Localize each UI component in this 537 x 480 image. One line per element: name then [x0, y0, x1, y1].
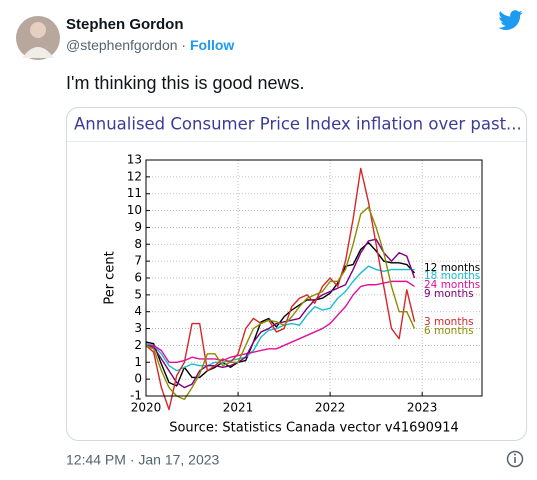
legend-label: 3 months [424, 316, 474, 328]
legend-label: 24 months [424, 279, 480, 291]
source-caption: Source: Statistics Canada vector v416909… [169, 421, 459, 436]
separator: · [181, 37, 186, 53]
y-tick-label: 5 [134, 287, 142, 301]
y-tick-label: 13 [127, 153, 142, 167]
y-tick-label: 12 [127, 169, 142, 183]
card-title[interactable]: Annualised Consumer Price Index inflatio… [74, 115, 522, 134]
x-tick-label: 2021 [223, 401, 254, 415]
legend-label: 9 months [424, 288, 474, 300]
y-tick-label: 8 [134, 237, 142, 251]
y-tick-label: 0 [134, 372, 142, 386]
tweet-text: I'm thinking this is good news. [66, 73, 305, 93]
avatar-body [22, 47, 54, 58]
y-tick-label: 9 [134, 220, 142, 234]
x-tick-label: 2022 [315, 401, 346, 415]
y-tick-label: 3 [134, 321, 142, 335]
series-line [145, 206, 416, 401]
y-tick-label: 1 [134, 355, 142, 369]
y-tick-label: -1 [130, 389, 142, 403]
y-tick-label: 11 [127, 186, 142, 200]
series-line [145, 265, 415, 372]
x-tick-label: 2023 [407, 401, 438, 415]
y-tick-label: 6 [134, 271, 142, 285]
author-handle[interactable]: @stephenfgordon [66, 37, 178, 53]
avatar-face [30, 22, 46, 38]
y-tick-label: 10 [127, 203, 142, 217]
author-name[interactable]: Stephen Gordon [66, 16, 184, 33]
plot-frame [145, 159, 483, 397]
series-line [145, 238, 416, 389]
legend-label: 18 months [424, 270, 480, 282]
y-tick-label: 4 [134, 304, 142, 318]
y-tick-label: 2 [134, 338, 142, 352]
y-tick-label: 7 [134, 254, 142, 268]
info-icon[interactable] [506, 450, 524, 468]
follow-link[interactable]: Follow [190, 37, 234, 53]
y-axis-label: Per cent [103, 251, 118, 304]
legend-label: 6 months [424, 325, 474, 337]
x-tick-label: 2020 [131, 401, 162, 415]
info-icon-dot [514, 453, 516, 456]
legend-label: 12 months [424, 262, 480, 274]
chart: Per cent Source: Statistics Canada vecto… [103, 153, 483, 436]
author-handle-line: @stephenfgordon · Follow [66, 37, 234, 53]
series-line [146, 280, 415, 363]
timestamp[interactable]: 12:44 PM · Jan 17, 2023 [66, 452, 220, 468]
twitter-logo[interactable] [498, 10, 523, 30]
series-line [145, 241, 416, 387]
card[interactable] [66, 107, 527, 441]
